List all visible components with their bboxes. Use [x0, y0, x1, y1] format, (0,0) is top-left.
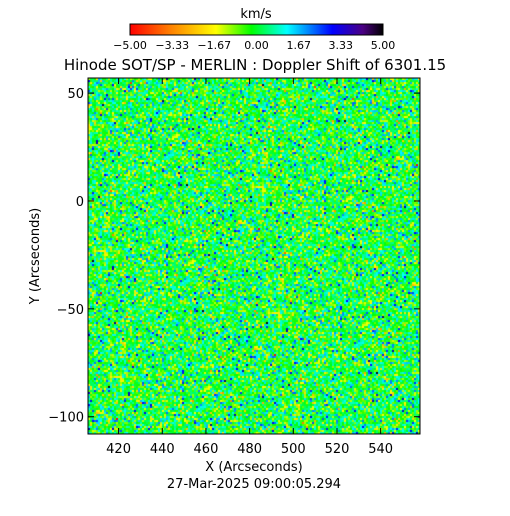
x-tick-label: 520 [325, 442, 350, 457]
y-tick-label: 0 [76, 195, 84, 210]
x-axis: 420 440 460 480 500 520 540 [106, 78, 393, 457]
x-tick-label: 480 [237, 442, 262, 457]
colorbar-unit-label: km/s [240, 7, 272, 22]
colorbar [129, 23, 384, 36]
colorbar-tick-label: −5.00 [113, 39, 147, 52]
x-tick-label: 460 [194, 442, 219, 457]
y-tick-label: 50 [67, 87, 84, 102]
y-axis-label: Y (Arcseconds) [28, 208, 43, 305]
y-axis: 50 0 −50 −100 [48, 87, 420, 426]
doppler-velocity-field [88, 78, 420, 434]
x-tick-label: 440 [150, 442, 175, 457]
plot-frame [87, 77, 421, 435]
colorbar-tick-label: −1.67 [197, 39, 231, 52]
colorbar-tick-label: 3.33 [328, 39, 353, 52]
colorbar-ticks: −5.00 −3.33 −1.67 0.00 1.67 3.33 5.00 [113, 39, 395, 52]
y-tick-label: −100 [48, 411, 84, 426]
x-tick-label: 540 [368, 442, 393, 457]
colorbar-tick-label: 0.00 [244, 39, 269, 52]
y-tick-label: −50 [57, 303, 84, 318]
chart-title: Hinode SOT/SP - MERLIN : Doppler Shift o… [64, 56, 446, 74]
x-tick-label: 500 [281, 442, 306, 457]
x-tick-label: 420 [106, 442, 131, 457]
observation-timestamp: 27-Mar-2025 09:00:05.294 [167, 477, 341, 492]
colorbar-tick-label: −3.33 [155, 39, 189, 52]
x-axis-label: X (Arcseconds) [205, 460, 302, 475]
colorbar-tick-label: 1.67 [287, 39, 312, 52]
colorbar-tick-label: 5.00 [371, 39, 396, 52]
doppler-map-image [88, 78, 420, 434]
